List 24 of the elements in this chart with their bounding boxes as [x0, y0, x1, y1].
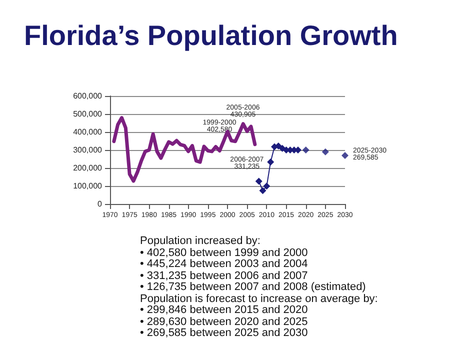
y-tick-label: 300,000	[73, 146, 103, 154]
chart-title: Florida’s Population Growth	[24, 20, 398, 52]
y-tick-label: 200,000	[73, 164, 103, 172]
y-tick-label: 0	[98, 200, 103, 208]
text: • 402,580 between 1999 and 2000	[140, 246, 309, 259]
y-tick-label: 500,000	[73, 110, 103, 118]
text: • 331,235 between 2006 and 2007	[140, 270, 309, 282]
text: Population increased by:	[140, 235, 262, 248]
text: • 299,846 between 2015 and 2020	[140, 304, 309, 316]
text: • 445,224 between 2003 and 2004	[140, 258, 309, 270]
y-tick-label: 100,000	[73, 182, 103, 190]
point	[302, 146, 310, 154]
text: • 126,735 between 2007 and 2008 (estimated)	[140, 281, 367, 294]
text: • 269,585 between 2025 and 2030	[140, 327, 309, 340]
point	[267, 158, 274, 166]
point	[255, 178, 262, 185]
point	[342, 152, 348, 159]
point	[259, 187, 266, 194]
y-tick-label: 600,000	[73, 92, 103, 100]
text: • 289,630 between 2020 and 2025	[140, 316, 309, 328]
point	[263, 182, 270, 190]
point	[322, 148, 329, 156]
y-tick-label: 400,000	[73, 128, 103, 136]
text: Population is forecast to increase on average by:	[140, 292, 378, 305]
